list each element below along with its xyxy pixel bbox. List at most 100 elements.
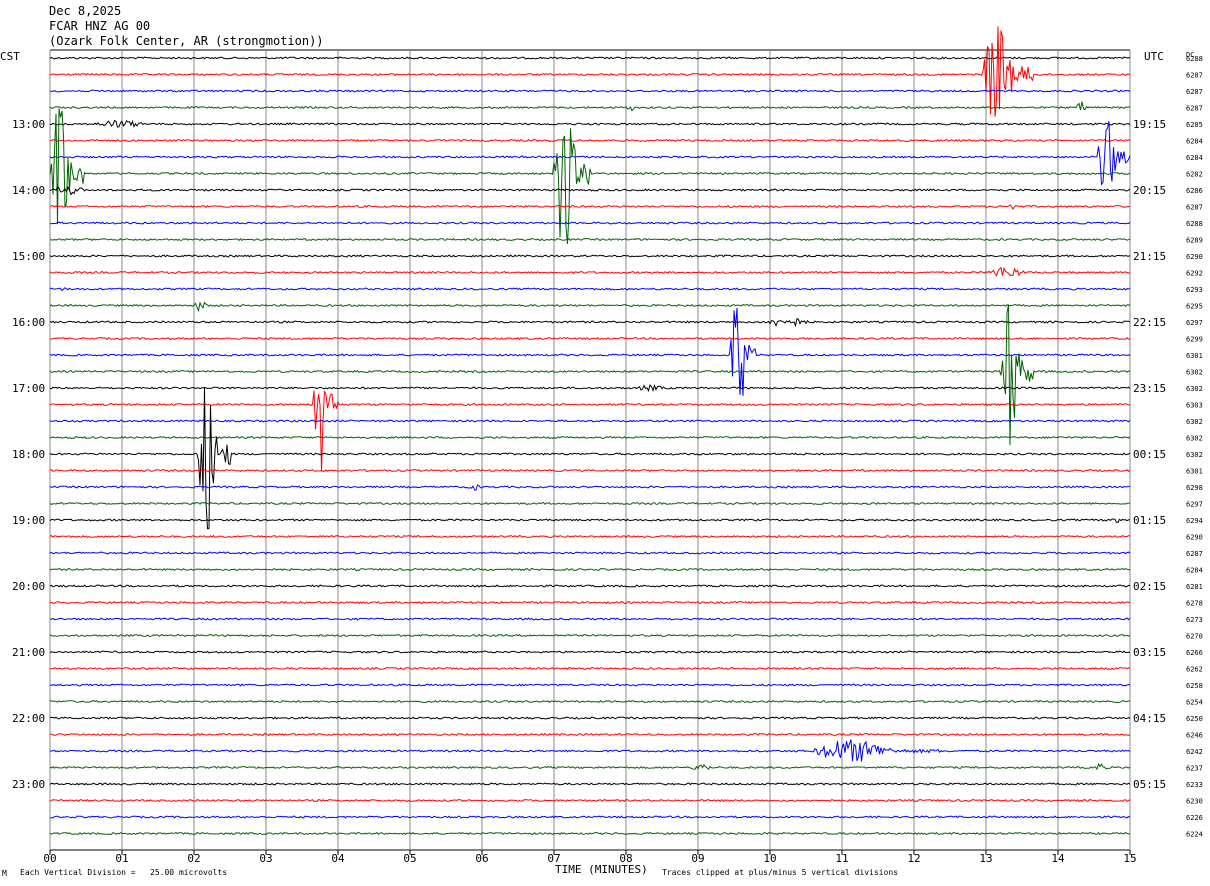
dc-offset-label: 6254 bbox=[1186, 699, 1203, 707]
dc-offset-label: 6301 bbox=[1186, 468, 1203, 476]
trace-line bbox=[49, 26, 1131, 117]
dc-offset-label: 6288 bbox=[1186, 55, 1203, 63]
trace-line bbox=[49, 518, 1131, 524]
right-hour-label: 01:15 bbox=[1133, 514, 1166, 527]
trace-line bbox=[49, 384, 1131, 393]
left-hour-label: 17:00 bbox=[12, 382, 45, 395]
trace-line bbox=[49, 501, 1131, 506]
dc-offset-label: 6302 bbox=[1186, 451, 1203, 459]
trace-line bbox=[49, 301, 1131, 313]
dc-offset-label: 6246 bbox=[1186, 732, 1203, 740]
x-tick-label: 15 bbox=[1123, 852, 1136, 865]
trace-line bbox=[49, 435, 1131, 440]
right-hour-label: 05:15 bbox=[1133, 778, 1166, 791]
dc-offset-label: 6281 bbox=[1186, 583, 1203, 591]
trace-line bbox=[49, 185, 1131, 196]
trace-line bbox=[49, 815, 1131, 819]
dc-offset-label: 6297 bbox=[1186, 501, 1203, 509]
x-tick-label: 05 bbox=[403, 852, 416, 865]
corner-mark: M bbox=[2, 869, 7, 878]
left-hour-label: 15:00 bbox=[12, 250, 45, 263]
dc-offset-label: 6273 bbox=[1186, 616, 1203, 624]
dc-offset-label: 6286 bbox=[1186, 187, 1203, 195]
x-tick-label: 04 bbox=[331, 852, 345, 865]
dc-offset-label: 6284 bbox=[1186, 138, 1203, 146]
x-tick-label: 07 bbox=[547, 852, 560, 865]
trace-line bbox=[49, 683, 1131, 687]
trace-line bbox=[49, 237, 1131, 242]
dc-offset-label: 6298 bbox=[1186, 484, 1203, 492]
dc-offset-label: 6258 bbox=[1186, 682, 1203, 690]
dc-offset-label: 6226 bbox=[1186, 814, 1203, 822]
dc-label: DC bbox=[1186, 51, 1194, 59]
trace-line bbox=[49, 831, 1131, 836]
dc-offset-label: 6302 bbox=[1186, 385, 1203, 393]
dc-offset-label: 6290 bbox=[1186, 253, 1203, 261]
axis-labels: CST UTC DC TIME (MINUTES) 00 01 02 03 04 05 06… bbox=[0, 50, 1203, 876]
left-hour-label: 13:00 bbox=[12, 118, 45, 131]
dc-offset-label: 6284 bbox=[1186, 567, 1203, 575]
dc-offset-label: 6302 bbox=[1186, 369, 1203, 377]
right-hour-label: 21:15 bbox=[1133, 250, 1166, 263]
dc-offset-label: 6285 bbox=[1186, 121, 1203, 129]
right-hour-label: 02:15 bbox=[1133, 580, 1166, 593]
trace-line bbox=[49, 121, 1131, 186]
trace-line bbox=[49, 138, 1131, 143]
left-hour-label: 23:00 bbox=[12, 778, 45, 791]
trace-line bbox=[49, 782, 1131, 786]
trace-line bbox=[49, 317, 1131, 328]
x-tick-label: 02 bbox=[187, 852, 200, 865]
trace-line bbox=[49, 254, 1131, 258]
trace-line bbox=[49, 484, 1131, 491]
dc-offset-label: 6294 bbox=[1186, 517, 1203, 525]
x-tick-label: 13 bbox=[979, 852, 992, 865]
dc-offset-label: 6233 bbox=[1186, 781, 1203, 789]
x-axis-title: TIME (MINUTES) bbox=[555, 863, 648, 876]
dc-offset-label: 6288 bbox=[1186, 220, 1203, 228]
dc-offset-label: 6237 bbox=[1186, 765, 1203, 773]
trace-line bbox=[49, 551, 1131, 555]
seismic-traces bbox=[49, 26, 1131, 836]
dc-offset-label: 6299 bbox=[1186, 336, 1203, 344]
trace-line bbox=[49, 221, 1131, 225]
dc-offset-label: 6302 bbox=[1186, 418, 1203, 426]
dc-offset-label: 6270 bbox=[1186, 633, 1203, 641]
dc-offset-label: 6287 bbox=[1186, 204, 1203, 212]
trace-line bbox=[49, 468, 1131, 473]
right-hour-label: 19:15 bbox=[1133, 118, 1166, 131]
station-location: (Ozark Folk Center, AR (strongmotion)) bbox=[49, 34, 324, 48]
trace-line bbox=[49, 304, 1130, 446]
trace-line bbox=[49, 287, 1131, 292]
dc-offset-label: 6250 bbox=[1186, 715, 1203, 723]
left-hour-label: 19:00 bbox=[12, 514, 45, 527]
dc-offset-label: 6242 bbox=[1186, 748, 1203, 756]
trace-line bbox=[50, 699, 1131, 704]
scale-note: Each Vertical Division = 25.00 microvolt… bbox=[20, 868, 228, 877]
trace-line bbox=[49, 666, 1131, 671]
left-hour-label: 21:00 bbox=[12, 646, 45, 659]
dc-offset-label: 6287 bbox=[1186, 88, 1203, 96]
dc-offset-label: 6293 bbox=[1186, 286, 1203, 294]
x-tick-label: 09 bbox=[691, 852, 704, 865]
x-tick-label: 14 bbox=[1051, 852, 1065, 865]
dc-offset-label: 6302 bbox=[1186, 435, 1203, 443]
left-timezone-label: CST bbox=[0, 50, 20, 63]
trace-line bbox=[49, 387, 1131, 530]
left-hour-label: 18:00 bbox=[12, 448, 45, 461]
trace-line bbox=[49, 101, 1131, 112]
trace-line bbox=[49, 307, 1131, 396]
right-hour-label: 04:15 bbox=[1133, 712, 1166, 725]
left-hour-label: 14:00 bbox=[12, 184, 45, 197]
x-tick-label: 10 bbox=[763, 852, 776, 865]
dc-offset-label: 6287 bbox=[1186, 550, 1203, 558]
dc-offset-label: 6278 bbox=[1186, 600, 1203, 608]
dc-offset-label: 6295 bbox=[1186, 303, 1203, 311]
trace-line bbox=[49, 584, 1130, 588]
dc-offset-label: 6230 bbox=[1186, 798, 1203, 806]
right-hour-label: 20:15 bbox=[1133, 184, 1166, 197]
left-hour-label: 16:00 bbox=[12, 316, 45, 329]
trace-line bbox=[49, 762, 1131, 771]
right-hour-label: 00:15 bbox=[1133, 448, 1166, 461]
dc-offset-label: 6289 bbox=[1186, 237, 1203, 245]
